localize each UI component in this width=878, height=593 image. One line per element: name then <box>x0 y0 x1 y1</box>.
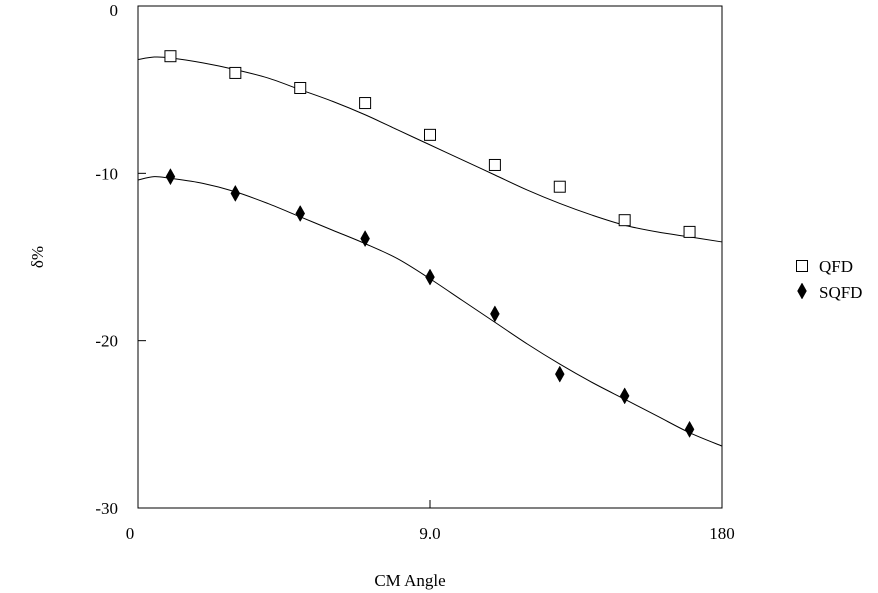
sqfd-point <box>230 184 241 202</box>
qfd-point <box>359 97 372 110</box>
legend-label-sqfd: SQFD <box>819 283 862 302</box>
plot-frame <box>137 5 723 509</box>
sqfd-point <box>490 305 500 323</box>
qfd-point <box>294 81 307 94</box>
sqfd-point <box>425 268 435 286</box>
qfd-point <box>488 158 501 171</box>
qfd-point <box>229 66 242 79</box>
sqfd-point <box>295 204 306 223</box>
sqfd-point <box>619 387 630 405</box>
sqfd-point <box>554 365 565 383</box>
y-tick-label: -10 <box>95 164 118 183</box>
legend-label-qfd: QFD <box>819 257 853 276</box>
qfd-point <box>618 214 631 227</box>
fit-curves <box>137 56 723 447</box>
legend: QFD SQFD <box>796 257 862 302</box>
sqfd-point <box>165 168 176 186</box>
legend-marker-qfd <box>796 260 808 272</box>
qfd-point <box>164 50 177 63</box>
y-tick-label: -20 <box>95 332 118 351</box>
legend-item-qfd: QFD <box>796 257 853 276</box>
qfd-point <box>553 180 566 193</box>
qfd-fit-curve <box>137 56 723 243</box>
data-markers <box>164 50 696 438</box>
x-axis: 0 9.0 180 <box>126 500 735 543</box>
sqfd-point <box>684 420 695 438</box>
y-axis: 0 -10 -20 -30 <box>95 1 146 518</box>
legend-item-sqfd: SQFD <box>797 282 862 302</box>
y-tick-label: 0 <box>110 1 119 20</box>
x-axis-label: CM Angle <box>374 571 445 590</box>
y-axis-label: δ% <box>28 246 47 268</box>
x-tick-label: 9.0 <box>419 524 440 543</box>
legend-marker-sqfd <box>797 282 807 300</box>
qfd-point <box>683 225 696 238</box>
sqfd-point <box>360 230 370 248</box>
y-tick-label: -30 <box>95 499 118 518</box>
sqfd-fit-curve <box>137 176 723 447</box>
plot-area <box>137 5 723 509</box>
x-tick-label: 180 <box>709 524 735 543</box>
x-tick-label: 0 <box>126 524 135 543</box>
qfd-point <box>424 128 436 141</box>
